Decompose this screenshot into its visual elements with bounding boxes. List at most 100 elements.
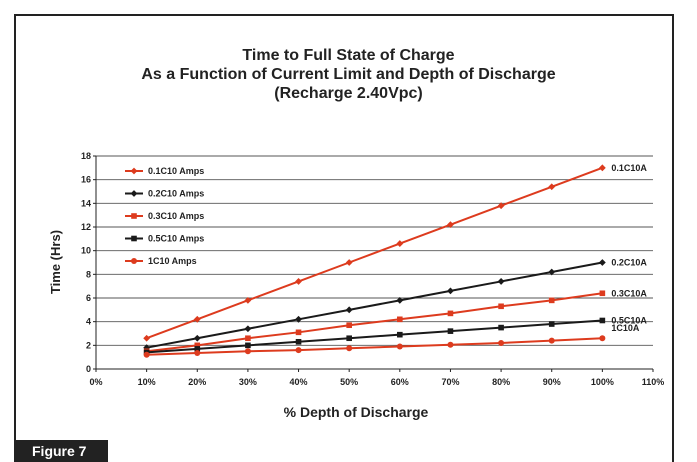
data-point — [143, 351, 150, 358]
series-line — [146, 166, 603, 340]
x-tick-label: 10% — [138, 377, 156, 387]
data-point — [244, 348, 251, 355]
legend-item-bg — [122, 164, 214, 178]
data-point — [599, 290, 606, 297]
data-point — [396, 240, 404, 247]
data-point — [194, 346, 201, 352]
x-tick-label: 90% — [543, 377, 561, 387]
data-point — [598, 259, 606, 266]
x-tick-label: 40% — [290, 377, 308, 387]
legend-label: 0.2C10 Amps — [148, 189, 204, 199]
data-point — [498, 324, 504, 331]
data-point — [245, 335, 251, 342]
figure-label: Figure 7 — [16, 440, 108, 462]
series-end-label: 1C10A — [611, 323, 640, 333]
legend-label: 1C10 Amps — [148, 256, 197, 266]
data-point — [598, 164, 606, 172]
x-tick-label: 0% — [89, 377, 102, 387]
legend-item: 1C10 Amps — [122, 254, 214, 268]
data-point — [397, 316, 403, 323]
x-tick-label: 20% — [188, 377, 206, 387]
x-tick-label: 100% — [591, 377, 614, 387]
data-point — [498, 339, 505, 346]
data-point — [295, 347, 302, 354]
data-point — [345, 259, 353, 266]
data-point — [447, 328, 454, 334]
data-point — [447, 341, 454, 348]
x-tick-label: 80% — [492, 377, 510, 387]
legend-marker — [130, 190, 138, 197]
y-tick-label: 18 — [81, 151, 91, 161]
data-point — [599, 317, 606, 324]
data-point — [397, 331, 403, 338]
data-point — [245, 342, 251, 349]
data-point — [447, 287, 454, 295]
legend-item-bg — [122, 254, 214, 268]
x-axis-label: % Depth of Discharge — [284, 404, 429, 420]
axes: 0 2 4 6 8 10 12 14 16 18 0% 10% 20% 30% 40% 50% 60% 70% 80… — [81, 151, 664, 387]
data-point — [295, 338, 302, 345]
data-point — [194, 342, 201, 349]
data-point — [346, 345, 353, 352]
data-point — [548, 297, 555, 304]
data-point — [548, 337, 555, 344]
y-tick-label: 4 — [86, 317, 91, 327]
title-line-1: Time to Full State of Charge — [242, 47, 455, 64]
data-point — [143, 334, 151, 342]
data-point — [345, 306, 353, 314]
legend-item-bg — [122, 186, 214, 201]
data-point — [498, 303, 504, 310]
series-end-label: 0.2C10A — [611, 258, 647, 268]
y-tick-label: 16 — [81, 175, 91, 185]
y-tick-label: 8 — [86, 269, 91, 279]
series-1C10A: 1C10A — [143, 323, 640, 358]
data-point — [244, 325, 252, 333]
series-line — [146, 292, 603, 353]
data-point — [244, 296, 252, 304]
data-point — [295, 278, 302, 285]
legend-marker — [131, 235, 137, 242]
legend-item-bg — [122, 209, 214, 223]
series-end-label: 0.1C10A — [611, 163, 647, 173]
legend: 0.1C10 Amps 0.2C10 Amps 0.3C10 Amps 0.5C10 … — [122, 164, 214, 268]
y-tick-label: 0 — [86, 364, 91, 374]
legend-marker — [131, 258, 137, 264]
y-tick-label: 14 — [81, 198, 91, 208]
series-line — [146, 261, 603, 349]
legend-marker — [130, 167, 138, 175]
data-point — [194, 350, 201, 357]
series-end-label: 0.3C10A — [611, 288, 647, 298]
data-point — [447, 310, 454, 317]
data-point — [193, 315, 201, 323]
data-point — [396, 343, 403, 350]
data-point — [295, 329, 302, 336]
legend-label: 0.1C10 Amps — [148, 166, 204, 176]
series-0.1C10A: 0.1C10A — [143, 163, 647, 342]
data-point — [396, 296, 404, 304]
series-0.2C10A: 0.2C10A — [143, 258, 647, 352]
y-tick-label: 10 — [81, 246, 91, 256]
x-tick-label: 110% — [642, 377, 665, 387]
legend-item-bg — [122, 231, 214, 246]
legend-item: 0.5C10 Amps — [122, 231, 214, 246]
x-tick-label: 60% — [391, 377, 409, 387]
y-tick-label: 12 — [81, 222, 91, 232]
data-point — [548, 321, 555, 327]
legend-label: 0.5C10 Amps — [148, 234, 204, 244]
legend-item: 0.3C10 Amps — [122, 209, 214, 223]
title-line-3: (Recharge 2.40Vpc) — [274, 85, 423, 102]
data-point — [497, 278, 505, 285]
data-point — [295, 315, 302, 323]
y-tick-label: 6 — [86, 293, 91, 303]
data-point — [599, 335, 606, 342]
data-point — [193, 334, 201, 342]
x-tick-label: 70% — [441, 377, 459, 387]
data-point — [548, 268, 556, 276]
legend-marker — [131, 213, 137, 219]
y-tick-label: 2 — [86, 340, 91, 350]
data-point — [346, 335, 352, 342]
x-tick-label: 50% — [340, 377, 358, 387]
gridlines — [96, 155, 653, 346]
